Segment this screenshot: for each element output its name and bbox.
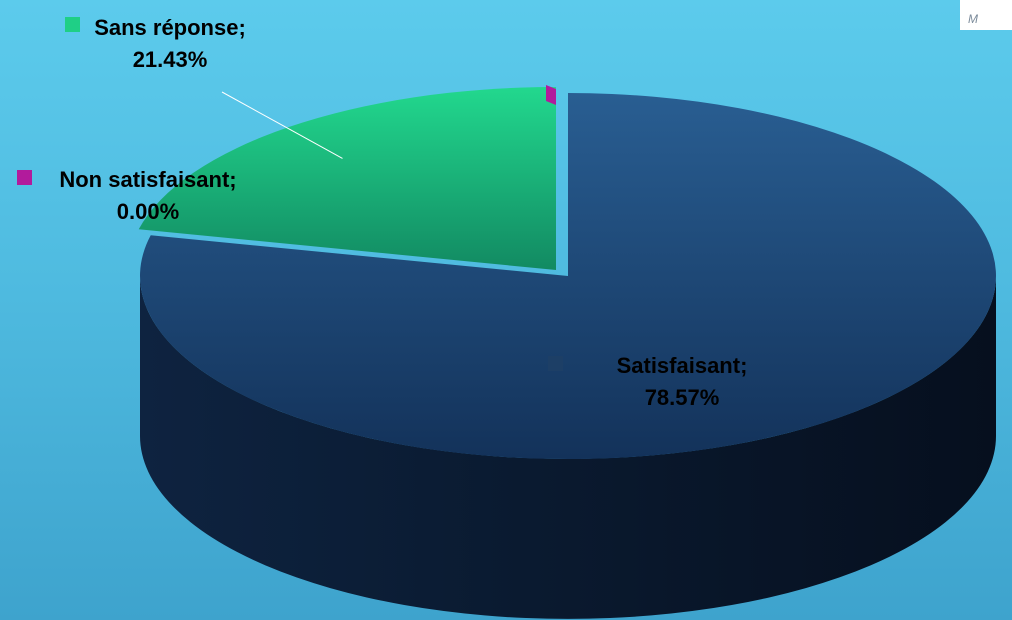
data-label-sans-reponse-value: 21.43% [132, 47, 208, 72]
data-label-sans-reponse-category: Sans réponse; [94, 15, 246, 40]
data-label-satisfaisant-category: Satisfaisant; [616, 353, 748, 378]
legend-swatch-satisfaisant [548, 356, 563, 371]
data-label-non-satisfaisant-value: 0.00% [116, 199, 180, 224]
corner-tab: M [960, 0, 1012, 30]
corner-tab-text: M [968, 12, 978, 26]
slice-side-satisfaisant [140, 276, 996, 619]
data-label-non-satisfaisant-category: Non satisfaisant; [59, 167, 237, 192]
slice-satisfaisant [139, 93, 996, 459]
data-label-sans-reponse: Sans réponse; 21.43% [90, 12, 250, 76]
legend-swatch-sans-reponse [65, 17, 80, 32]
leader-line-sans-reponse [221, 91, 343, 159]
slice-sans-reponse [138, 87, 557, 270]
legend-swatch-non-satisfaisant [17, 170, 32, 185]
data-label-satisfaisant-value: 78.57% [644, 385, 720, 410]
data-label-non-satisfaisant: Non satisfaisant; 0.00% [50, 164, 246, 228]
slice-non-satisfaisant-marker [546, 85, 556, 105]
data-label-satisfaisant: Satisfaisant; 78.57% [584, 350, 780, 414]
